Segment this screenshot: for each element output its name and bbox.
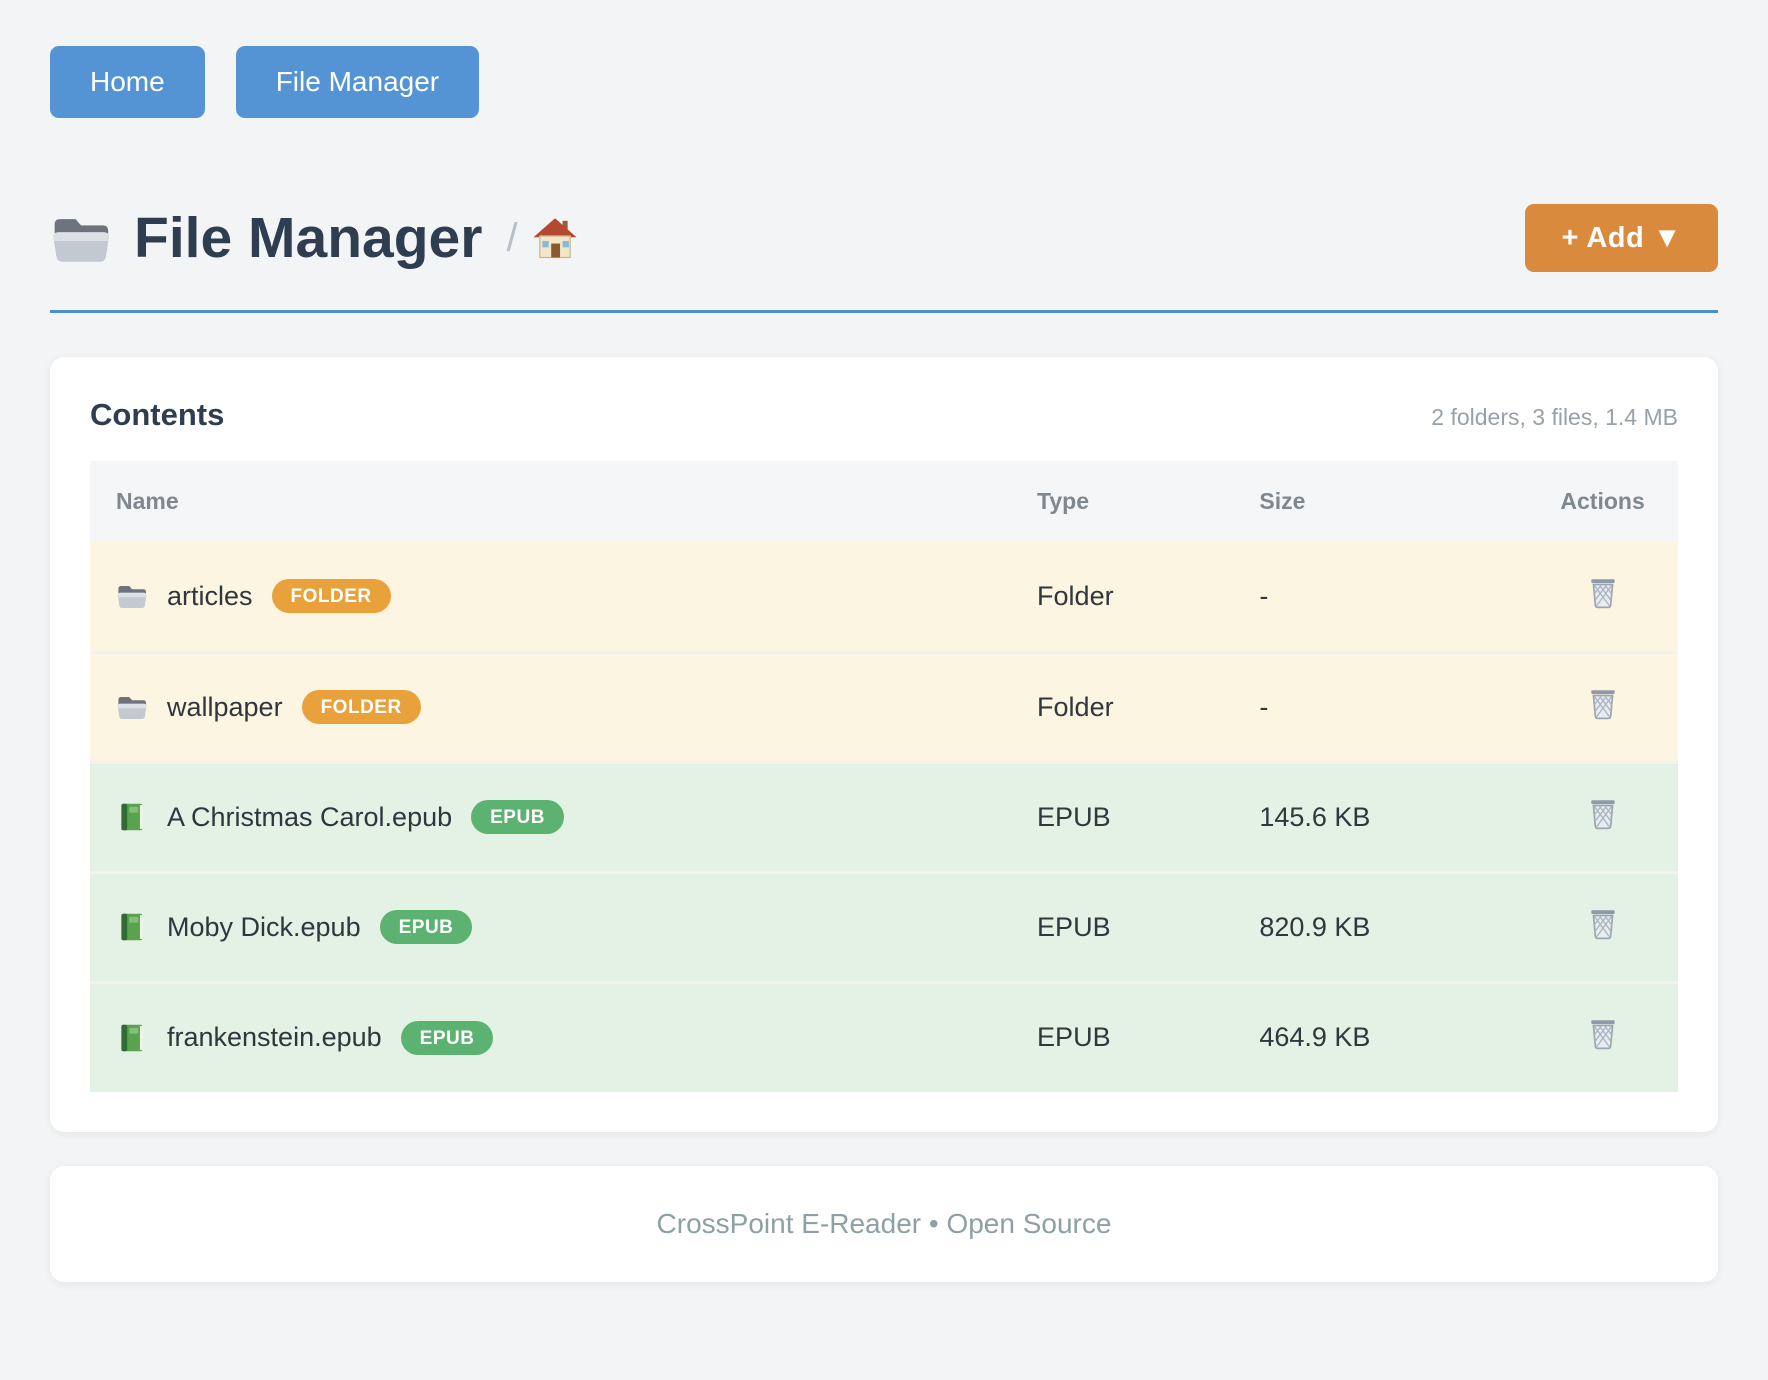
file-name[interactable]: Moby Dick.epub	[167, 911, 361, 942]
column-header-size: Size	[1233, 461, 1528, 542]
type-badge: FOLDER	[301, 690, 421, 724]
type-badge: FOLDER	[271, 579, 391, 614]
file-name[interactable]: articles	[167, 580, 253, 611]
title-divider	[50, 310, 1718, 313]
file-row[interactable]: articles FOLDER Folder -	[90, 542, 1678, 652]
file-row[interactable]: frankenstein.epub EPUB EPUB 464.9 KB	[90, 980, 1678, 1092]
column-header-type: Type	[1011, 461, 1234, 542]
nav-home-button[interactable]: Home	[50, 46, 205, 118]
wastebasket-icon	[1587, 578, 1619, 613]
green-book-icon	[116, 802, 148, 832]
folder-icon	[116, 692, 148, 722]
size-cell: 820.9 KB	[1233, 870, 1528, 982]
contents-card: Contents 2 folders, 3 files, 1.4 MB Name…	[50, 357, 1718, 1132]
name-cell: frankenstein.epub EPUB	[90, 980, 1012, 1092]
top-nav: Home File Manager	[50, 46, 1718, 118]
contents-heading: Contents	[90, 397, 225, 432]
size-cell: -	[1233, 650, 1528, 762]
page: Home File Manager File Manager /	[50, 46, 1718, 1282]
size-cell: 464.9 KB	[1233, 980, 1528, 1092]
name-cell: articles FOLDER	[90, 542, 1011, 652]
file-name[interactable]: A Christmas Carol.epub	[167, 801, 453, 832]
file-name[interactable]: frankenstein.epub	[167, 1022, 382, 1053]
type-cell: EPUB	[1011, 980, 1234, 1092]
wastebasket-icon	[1587, 799, 1619, 834]
type-badge: EPUB	[400, 1020, 494, 1055]
file-row[interactable]: A Christmas Carol.epub EPUB EPUB 145.6 KB	[90, 760, 1678, 872]
type-cell: Folder	[1011, 650, 1234, 762]
delete-button[interactable]	[1587, 797, 1619, 831]
size-cell: -	[1259, 580, 1269, 611]
page-title: File Manager /	[50, 205, 578, 271]
wastebasket-icon	[1587, 689, 1619, 724]
type-cell: EPUB	[1011, 870, 1234, 982]
name-cell: wallpaper FOLDER	[90, 650, 1012, 762]
green-book-icon	[116, 912, 148, 942]
contents-card-header: Contents 2 folders, 3 files, 1.4 MB	[90, 397, 1678, 433]
green-book-icon	[116, 1023, 148, 1053]
type-badge: EPUB	[379, 910, 473, 944]
column-header-name: Name	[90, 461, 1012, 542]
breadcrumb-separator: /	[506, 215, 518, 260]
add-button[interactable]: + Add ▼	[1525, 204, 1718, 272]
name-cell: Moby Dick.epub EPUB	[90, 870, 1012, 982]
file-name[interactable]: wallpaper	[167, 691, 283, 722]
type-badge: EPUB	[471, 800, 564, 834]
file-row[interactable]: wallpaper FOLDER Folder -	[90, 650, 1678, 762]
delete-button[interactable]	[1587, 687, 1619, 721]
size-cell: 145.6 KB	[1233, 760, 1528, 872]
page-title-text: File Manager	[134, 206, 483, 270]
wastebasket-icon	[1587, 909, 1619, 944]
delete-button[interactable]	[1587, 1017, 1619, 1051]
delete-button[interactable]	[1587, 576, 1619, 610]
table-header-row: Name Type Size Actions	[90, 461, 1678, 542]
wastebasket-icon	[1587, 1020, 1619, 1054]
type-cell: Folder	[1037, 580, 1114, 611]
footer-text: CrossPoint E-Reader • Open Source	[656, 1208, 1112, 1239]
file-table: Name Type Size Actions articles FOLDER Fol…	[90, 461, 1678, 1092]
footer: CrossPoint E-Reader • Open Source	[50, 1166, 1718, 1282]
page-header: File Manager / + Add ▼	[50, 204, 1718, 272]
folder-icon	[50, 212, 112, 265]
delete-button[interactable]	[1587, 907, 1619, 941]
type-cell: EPUB	[1011, 760, 1234, 872]
file-row[interactable]: Moby Dick.epub EPUB EPUB 820.9 KB	[90, 870, 1678, 982]
folder-icon	[116, 581, 148, 611]
nav-file-manager-button[interactable]: File Manager	[235, 46, 480, 118]
name-cell: A Christmas Carol.epub EPUB	[90, 760, 1012, 872]
contents-summary: 2 folders, 3 files, 1.4 MB	[1431, 404, 1678, 430]
column-header-actions: Actions	[1527, 461, 1678, 542]
home-icon[interactable]	[532, 217, 578, 260]
